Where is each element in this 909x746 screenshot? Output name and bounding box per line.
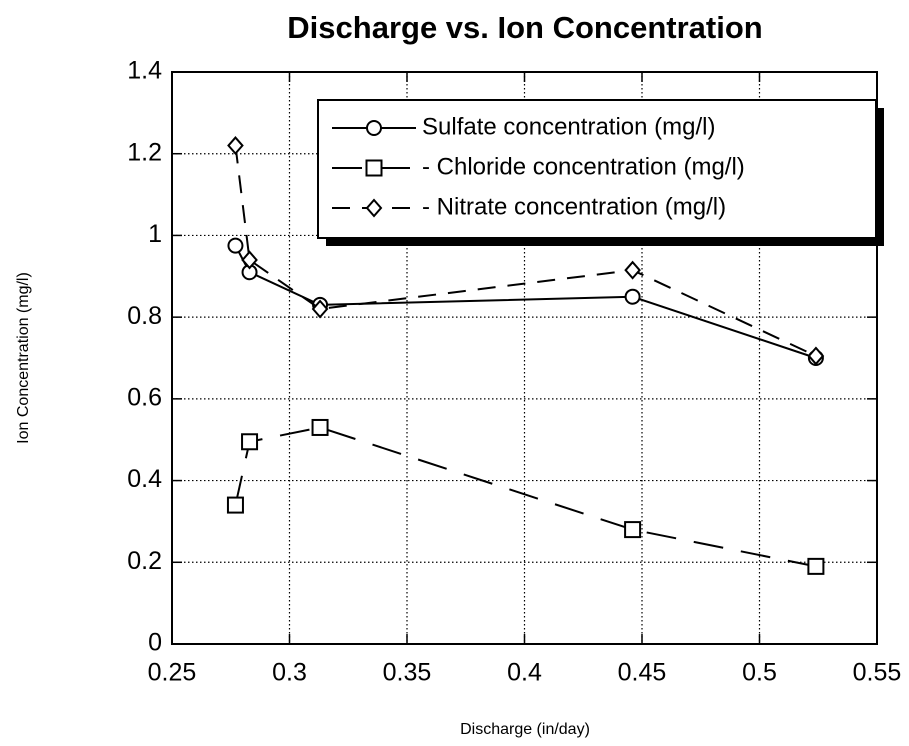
plot-frame <box>171 71 878 645</box>
series-line <box>234 145 817 357</box>
marker <box>624 288 641 305</box>
marker <box>227 136 244 156</box>
legend-label: - Chloride concentration (mg/l) <box>422 153 745 180</box>
x-tick-label: 0.55 <box>853 659 902 687</box>
y-axis-label: Ion Concentration (mg/l) <box>15 272 32 444</box>
legend <box>317 99 877 239</box>
x-tick-label: 0.4 <box>507 659 542 687</box>
y-tick-label: 1.2 <box>127 138 162 166</box>
legend-label: - Nitrate concentration (mg/l) <box>422 193 726 220</box>
x-tick-label: 0.45 <box>618 659 667 687</box>
marker <box>311 299 329 319</box>
y-tick-label: 1 <box>148 220 162 248</box>
chart-title: Discharge vs. Ion Concentration <box>287 10 762 45</box>
x-tick-label: 0.3 <box>272 659 307 687</box>
y-tick-label: 0 <box>148 629 162 657</box>
y-tick-label: 0.6 <box>127 383 162 411</box>
x-tick-label: 0.5 <box>742 659 777 687</box>
marker <box>624 521 642 539</box>
legend-marker <box>366 120 382 136</box>
x-axis-label: Discharge (in/day) <box>460 721 590 738</box>
series-line <box>234 426 817 568</box>
marker <box>807 346 825 366</box>
legend-marker <box>365 159 383 177</box>
marker <box>311 418 329 436</box>
y-tick-label: 0.4 <box>127 465 162 493</box>
x-tick-label: 0.25 <box>148 659 197 687</box>
marker <box>226 496 244 514</box>
legend-marker <box>365 198 383 218</box>
marker <box>624 260 641 280</box>
y-tick-label: 0.8 <box>127 302 162 330</box>
legend-label: Sulfate concentration (mg/l) <box>422 113 715 140</box>
y-tick-label: 0.2 <box>127 547 162 575</box>
marker <box>241 433 259 451</box>
marker <box>227 237 244 254</box>
marker <box>241 250 258 270</box>
y-tick-label: 1.4 <box>127 57 162 85</box>
x-tick-label: 0.35 <box>383 659 432 687</box>
marker <box>807 557 825 575</box>
